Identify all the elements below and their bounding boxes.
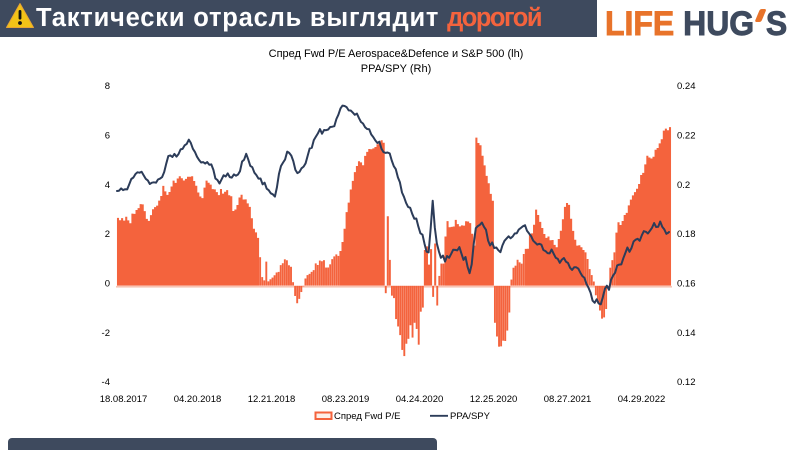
svg-text:12.25.2020: 12.25.2020 [470, 394, 518, 405]
svg-text:Спред Fwd P/E Aerospace&Defenc: Спред Fwd P/E Aerospace&Defence и S&P 50… [269, 48, 524, 60]
svg-text:0: 0 [105, 279, 110, 290]
svg-text:PPA/SPY (Rh): PPA/SPY (Rh) [361, 63, 432, 75]
svg-text:Спред Fwd P/E: Спред Fwd P/E [334, 411, 400, 422]
svg-text:-2: -2 [102, 328, 110, 339]
svg-text:04.29.2022: 04.29.2022 [618, 394, 666, 405]
svg-text:6: 6 [105, 131, 110, 142]
svg-text:04.20.2018: 04.20.2018 [174, 394, 222, 405]
svg-text:0.16: 0.16 [677, 279, 696, 290]
svg-text:0.12: 0.12 [677, 377, 696, 388]
svg-text:0.22: 0.22 [677, 131, 696, 142]
svg-text:08.27.2021: 08.27.2021 [544, 394, 592, 405]
svg-text:04.24.2020: 04.24.2020 [396, 394, 444, 405]
svg-text:12.21.2018: 12.21.2018 [248, 394, 296, 405]
svg-text:2: 2 [105, 229, 110, 240]
svg-text:08.23.2019: 08.23.2019 [322, 394, 370, 405]
svg-text:4: 4 [105, 180, 110, 191]
svg-text:18.08.2017: 18.08.2017 [100, 394, 148, 405]
svg-text:8: 8 [105, 81, 110, 92]
svg-text:-4: -4 [102, 377, 110, 388]
svg-text:PPA/SPY: PPA/SPY [450, 411, 491, 422]
svg-text:0.14: 0.14 [677, 328, 696, 339]
svg-text:0.18: 0.18 [677, 229, 696, 240]
svg-text:0.2: 0.2 [677, 180, 690, 191]
svg-text:0.24: 0.24 [677, 81, 696, 92]
